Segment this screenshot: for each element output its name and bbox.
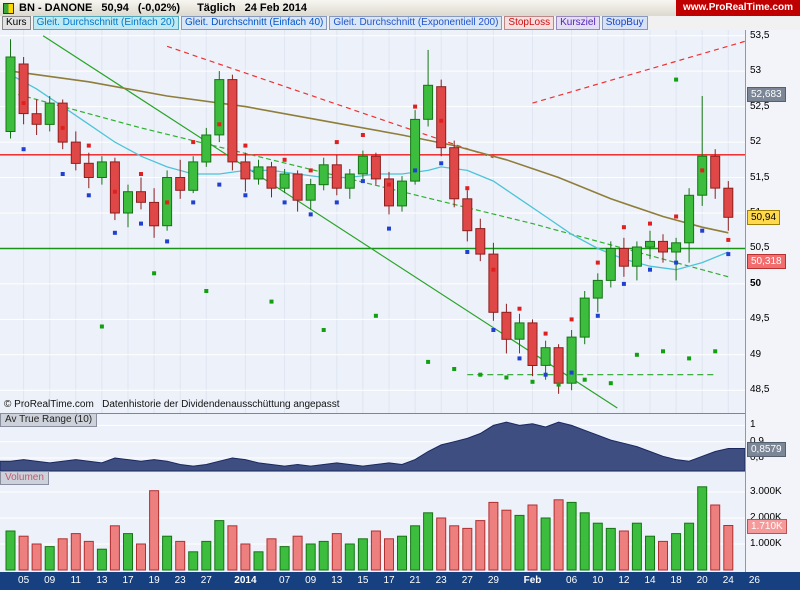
legend-bar: Kurs Gleit. Durchschnitt (Einfach 20) Gle… xyxy=(0,16,800,31)
symbol-title: BN - DANONE xyxy=(19,2,93,14)
time-axis-label: 13 xyxy=(96,575,108,586)
time-axis-label: 23 xyxy=(435,575,447,586)
volume-axis-label: 3.000K xyxy=(750,486,782,497)
time-axis-label: 10 xyxy=(592,575,604,586)
panel-separator[interactable] xyxy=(0,413,800,414)
time-axis-label: 14 xyxy=(644,575,656,586)
stoploss-price-box: 50,318 xyxy=(747,254,786,270)
price-axis[interactable]: 53,55352,55251,55150,55049,54948,552,683… xyxy=(745,30,800,572)
time-axis-label: 06 xyxy=(566,575,578,586)
atr-chart-canvas[interactable] xyxy=(0,414,745,471)
copyright-text: © ProRealTime.com xyxy=(4,399,94,410)
legend-item[interactable]: Gleit. Durchschnitt (Exponentiell 200) xyxy=(329,16,503,30)
time-axis-label: 21 xyxy=(409,575,421,586)
time-axis-label: 15 xyxy=(357,575,369,586)
dividend-note: Datenhistorie der Dividendenausschüttung… xyxy=(102,399,340,410)
price-axis-label: 51,5 xyxy=(750,171,770,183)
price-change: (-0,02%) xyxy=(137,2,181,14)
legend-item[interactable]: Gleit. Durchschnitt (Einfach 20) xyxy=(32,16,179,30)
legend-items: Gleit. Durchschnitt (Einfach 20) Gleit. D… xyxy=(31,16,648,30)
last-price: 50,94 xyxy=(101,2,129,14)
price-axis-label: 49,5 xyxy=(750,313,770,325)
time-axis-label: 27 xyxy=(461,575,473,586)
price-axis-label: 50 xyxy=(750,277,762,289)
time-axis-label: 27 xyxy=(200,575,212,586)
prorealtime-link[interactable]: www.ProRealTime.com xyxy=(675,0,800,16)
time-axis-label: 19 xyxy=(148,575,160,586)
price-chart-canvas[interactable] xyxy=(0,30,745,413)
legend-item[interactable]: Gleit. Durchschnitt (Einfach 40) xyxy=(180,16,328,30)
price-axis-label: 50,5 xyxy=(750,242,770,254)
legend-item[interactable]: StopLoss xyxy=(504,16,555,30)
last-price-box: 50,94 xyxy=(747,210,781,226)
price-axis-label: 53 xyxy=(750,65,762,77)
price-axis-label: 49 xyxy=(750,348,762,360)
panel-separator[interactable] xyxy=(0,471,800,472)
level-price-box: 52,683 xyxy=(747,86,786,102)
time-axis-label: 23 xyxy=(174,575,186,586)
time-axis-label: 26 xyxy=(748,575,760,586)
time-axis-label: 17 xyxy=(122,575,134,586)
volume-value-box: 1.710K xyxy=(747,518,787,534)
atr-panel[interactable] xyxy=(0,414,745,471)
legend-kurs[interactable]: Kurs xyxy=(2,16,31,30)
time-axis-label: 09 xyxy=(44,575,56,586)
atr-axis-label: 1 xyxy=(750,419,756,431)
volume-panel-title[interactable]: Volumen xyxy=(0,471,49,485)
time-axis-label: 24 xyxy=(722,575,734,586)
timeframe-label: Täglich xyxy=(197,2,236,14)
candlestick-chart-area[interactable]: © ProRealTime.com Datenhistorie der Divi… xyxy=(0,30,745,413)
atr-axis-label: 0,9 xyxy=(750,436,764,448)
atr-value-box: 0,8579 xyxy=(747,441,786,457)
volume-axis-label: 2.000K xyxy=(750,512,782,523)
price-axis-label: 52 xyxy=(750,136,762,148)
time-axis[interactable]: 05 09 11 13 17 19 23 27 2014 07 09 13 15 17 21 23 27 29 Fe… xyxy=(0,572,800,590)
time-axis-label: 20 xyxy=(696,575,708,586)
volume-panel[interactable] xyxy=(0,472,745,572)
time-axis-label: 11 xyxy=(70,575,81,586)
time-axis-label: 18 xyxy=(670,575,682,586)
instrument-icon xyxy=(3,2,14,14)
time-axis-label: 07 xyxy=(279,575,291,586)
time-axis-label: 17 xyxy=(383,575,395,586)
date-label: 24 Feb 2014 xyxy=(244,2,307,14)
time-axis-label: 2014 xyxy=(234,575,257,586)
legend-item[interactable]: StopBuy xyxy=(601,16,648,30)
volume-chart-canvas[interactable] xyxy=(0,472,745,572)
time-axis-label: 09 xyxy=(305,575,317,586)
time-axis-label: 29 xyxy=(487,575,499,586)
time-axis-label: 13 xyxy=(331,575,343,586)
price-axis-label: 53,5 xyxy=(750,29,770,41)
bottom-strip xyxy=(0,590,800,600)
legend-item[interactable]: Kursziel xyxy=(556,16,600,30)
time-axis-label: 05 xyxy=(18,575,30,586)
atr-axis-label: 0,8 xyxy=(750,451,764,463)
price-axis-label: 52,5 xyxy=(750,100,770,112)
atr-panel-title[interactable]: Av True Range (10) xyxy=(0,413,98,427)
volume-axis-label: 1.000K xyxy=(750,538,782,549)
chart-footnote: © ProRealTime.com Datenhistorie der Divi… xyxy=(4,399,340,410)
time-axis-label: 12 xyxy=(618,575,630,586)
title-bar: BN - DANONE 50,94 (-0,02%) Täglich 24 Fe… xyxy=(0,0,800,17)
price-axis-label: 48,5 xyxy=(750,384,770,396)
time-axis-label: Feb xyxy=(523,575,542,586)
